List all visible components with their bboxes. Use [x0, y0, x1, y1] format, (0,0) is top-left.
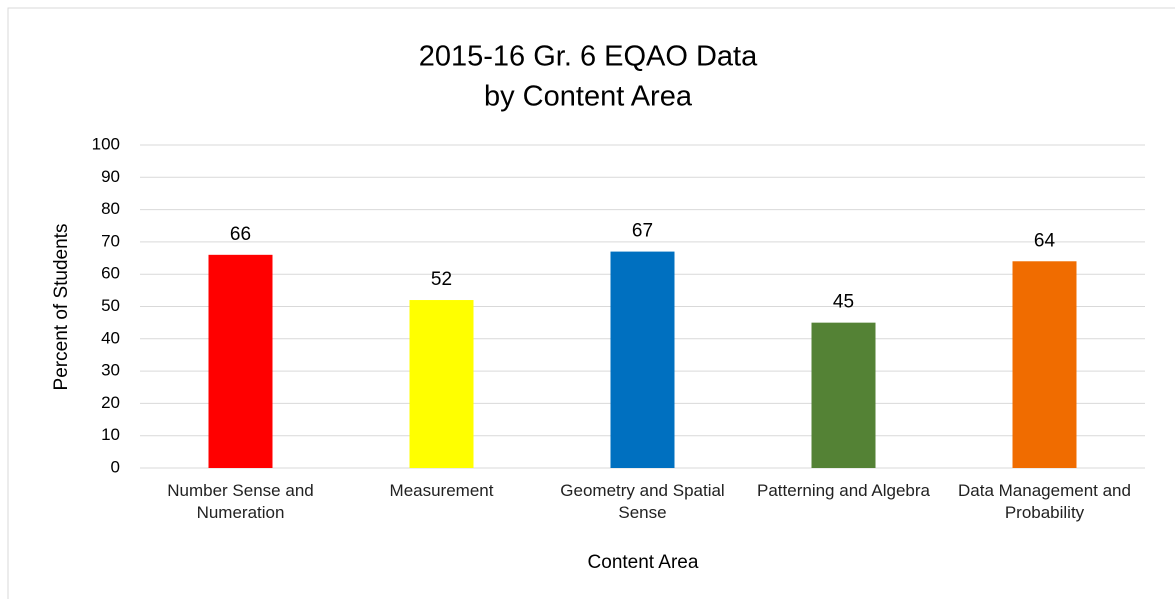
y-tick-label: 60 — [101, 264, 120, 283]
bar — [208, 254, 273, 468]
y-tick-label: 0 — [111, 457, 120, 476]
x-tick-label: Patterning and Algebra — [757, 481, 930, 500]
bar — [610, 251, 675, 468]
data-label: 45 — [833, 292, 854, 313]
y-tick-label: 40 — [101, 328, 120, 347]
bar — [1012, 261, 1077, 468]
data-label: 67 — [632, 221, 653, 242]
y-tick-label: 30 — [101, 361, 120, 380]
x-axis-title: Content Area — [588, 552, 699, 573]
chart-title: 2015-16 Gr. 6 EQAO Data — [419, 41, 758, 73]
x-tick-label: Geometry and Spatial Sense — [560, 481, 725, 522]
y-tick-label: 50 — [101, 296, 120, 315]
y-tick-label: 100 — [92, 134, 120, 153]
bar — [409, 300, 474, 468]
data-label: 66 — [230, 224, 251, 245]
bar — [811, 322, 876, 468]
y-tick-label: 80 — [101, 199, 120, 218]
chart-title: by Content Area — [484, 81, 693, 113]
y-tick-label: 20 — [101, 393, 120, 412]
data-label: 64 — [1034, 230, 1056, 251]
data-label: 52 — [431, 269, 452, 290]
x-tick-label: Measurement — [389, 481, 494, 500]
y-tick-label: 70 — [101, 231, 120, 250]
y-tick-label: 10 — [101, 425, 120, 444]
chart-border — [7, 7, 1175, 599]
y-axis-title: Percent of Students — [51, 224, 72, 391]
x-tick-label: Data Management and Probability — [958, 481, 1131, 522]
y-tick-label: 90 — [101, 167, 120, 186]
x-tick-label: Number Sense and Numeration — [167, 481, 314, 522]
